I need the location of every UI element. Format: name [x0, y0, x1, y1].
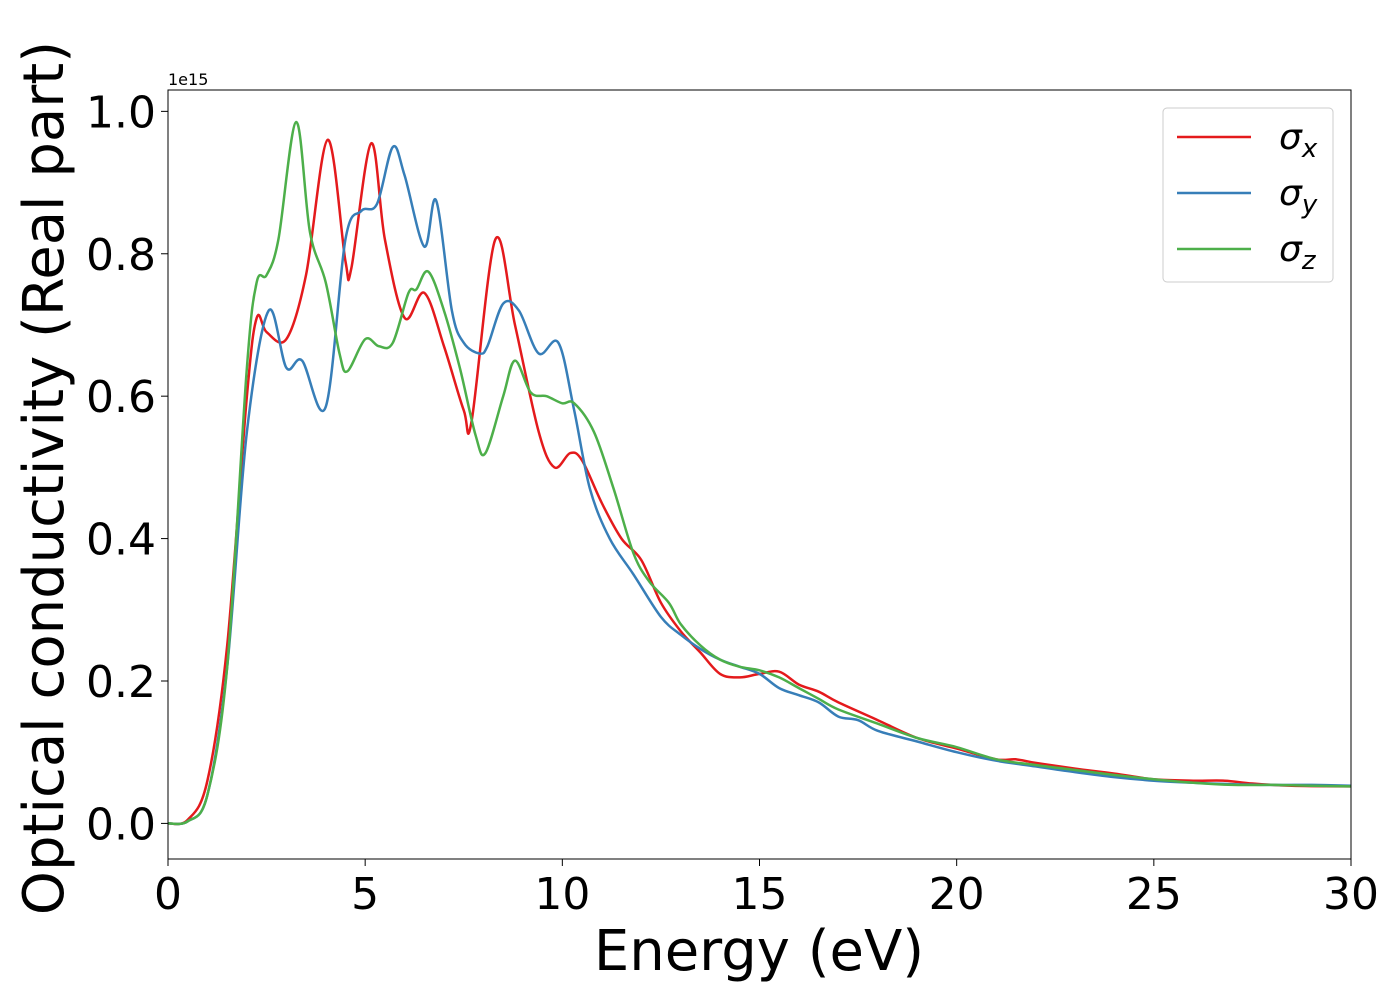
y-tick-label: 0.2 — [86, 657, 156, 708]
x-tick-label: 0 — [154, 869, 182, 920]
series-line-y — [168, 144, 1351, 826]
plot-area — [168, 120, 1351, 826]
x-axis-label: Energy (eV) — [594, 919, 924, 984]
legend-box — [1162, 107, 1334, 283]
x-tick-label: 20 — [929, 869, 985, 920]
legend: σx σy σz — [1162, 107, 1334, 283]
y-axis-ticks: 0.0 0.2 0.4 0.6 0.8 1.0 — [86, 87, 168, 850]
y-tick-label: 0.6 — [86, 372, 156, 423]
y-offset-label: 1e15 — [168, 70, 208, 89]
x-tick-label: 10 — [534, 869, 590, 920]
x-axis-ticks: 0 5 10 15 20 25 30 — [154, 859, 1379, 920]
y-axis-label: Optical conductivity (Real part) — [12, 41, 77, 915]
series-line-z — [168, 120, 1351, 826]
axes-frame — [167, 89, 1352, 860]
y-tick-label: 1.0 — [86, 87, 156, 138]
x-tick-label: 25 — [1126, 869, 1182, 920]
y-tick-label: 0.4 — [86, 515, 156, 566]
series-line-x — [168, 138, 1351, 826]
y-tick-label: 0.0 — [86, 799, 156, 850]
x-tick-label: 30 — [1323, 869, 1379, 920]
legend-label-z: σz — [1279, 229, 1317, 276]
x-tick-label: 15 — [732, 869, 788, 920]
y-tick-label: 0.8 — [86, 230, 156, 281]
legend-label-y: σy — [1279, 173, 1318, 220]
legend-label-x: σx — [1279, 117, 1318, 164]
x-tick-label: 5 — [351, 869, 379, 920]
